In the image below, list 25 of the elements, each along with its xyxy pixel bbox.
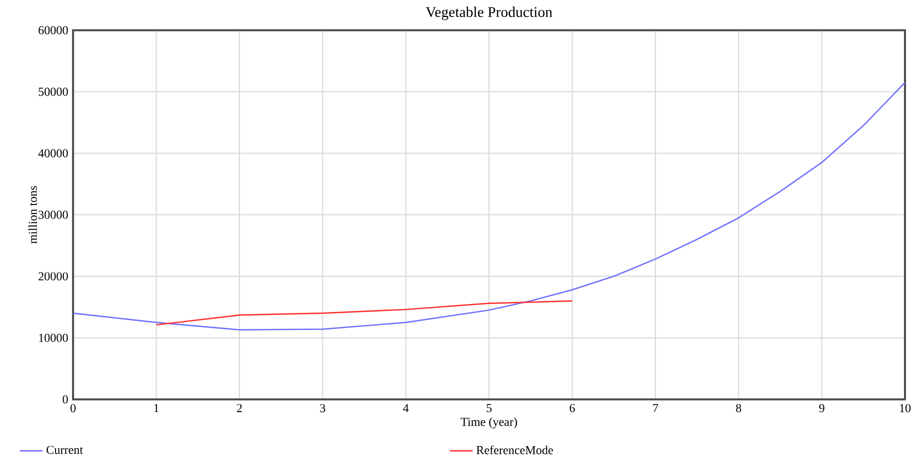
legend-label: Current [46,446,83,454]
y-tick-label: 10000 [39,334,68,342]
y-tick-label: 60000 [38,26,68,34]
y-tick-label: 40000 [38,149,68,158]
x-tick-label: 2 [236,404,242,412]
x-tick-label: 5 [486,404,492,412]
x-tick-label: 3 [320,404,326,412]
legend-label: ReferenceMode [476,445,553,454]
x-tick-label: 0 [70,404,76,412]
y-axis-title: million tons [28,186,37,244]
y-tick-label: 30000 [38,210,68,219]
line-series [156,300,573,326]
x-tick-label: 4 [403,404,409,412]
x-axis-title: Time (year) [460,417,518,428]
y-tick-label: 20000 [38,272,68,280]
chart-title: Vegetable Production [426,6,552,20]
y-tick-label: 50000 [38,88,68,96]
x-tick-label: 1 [154,404,159,412]
x-tick-label: 7 [653,404,658,412]
line-series [73,82,905,330]
y-tick-label: 0 [62,395,68,404]
x-tick-label: 10 [900,404,911,412]
x-tick-label: 9 [819,404,824,412]
x-tick-label: 6 [570,404,575,412]
x-tick-label: 8 [736,404,742,412]
